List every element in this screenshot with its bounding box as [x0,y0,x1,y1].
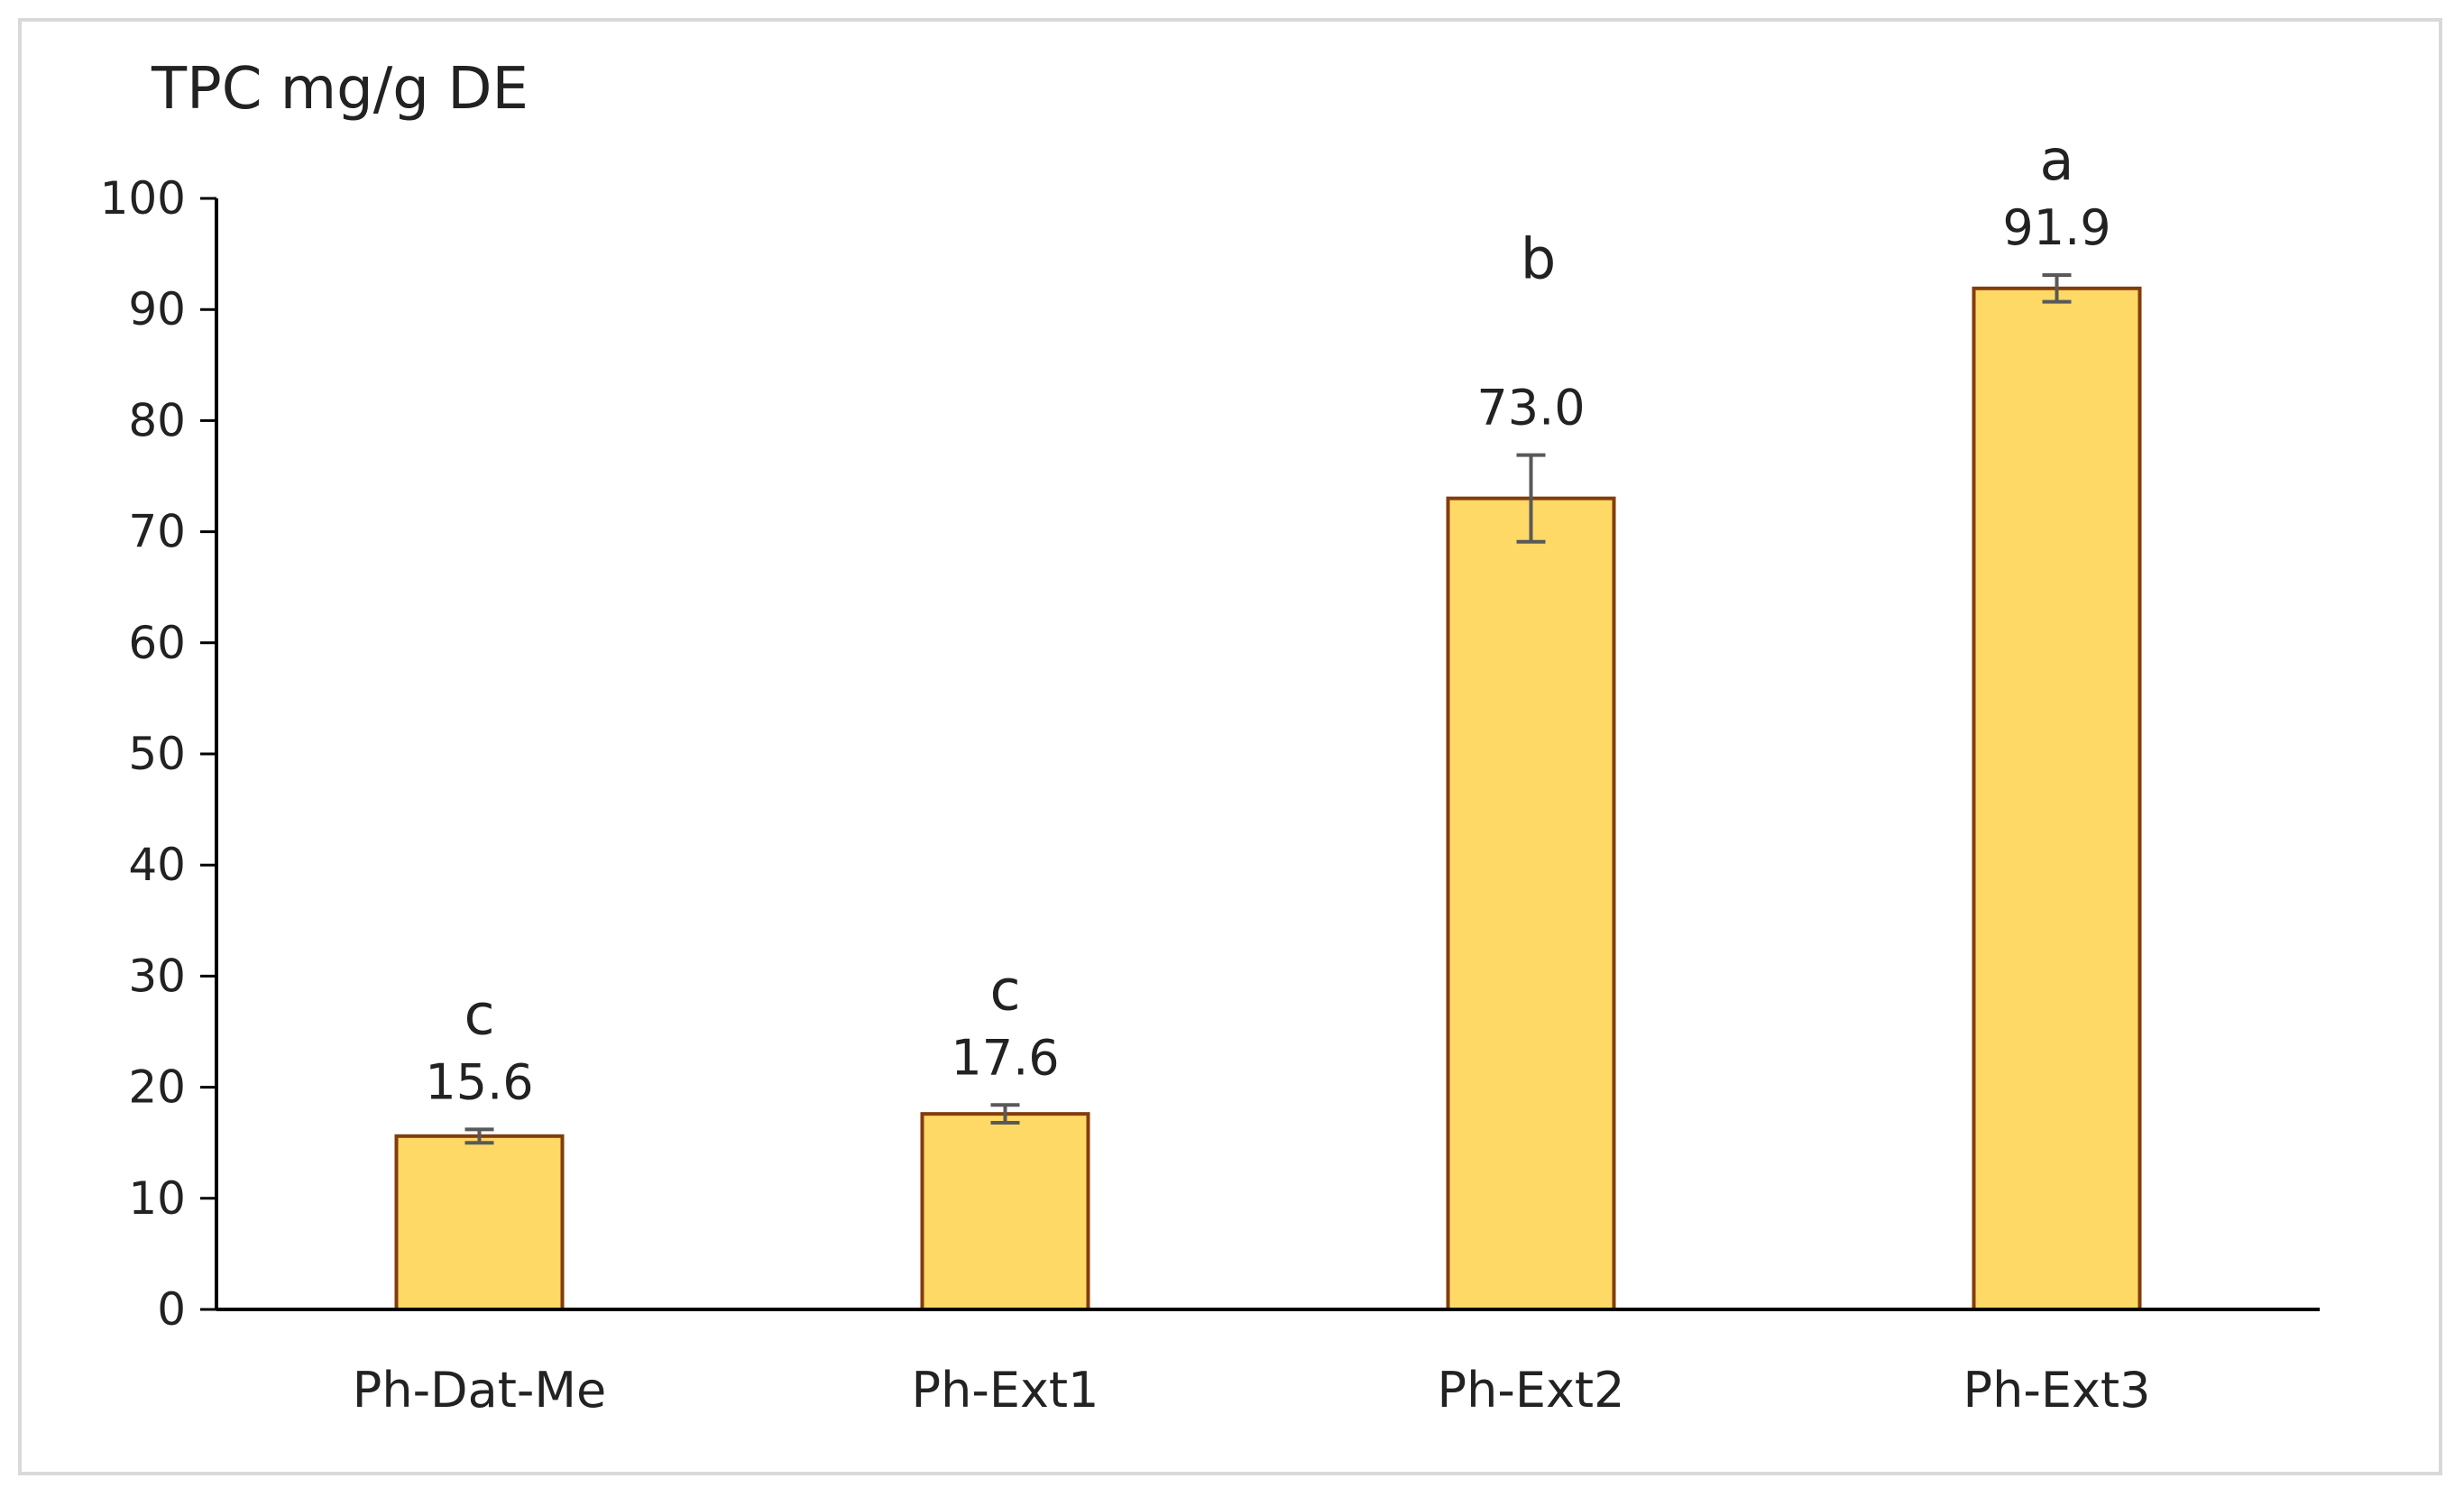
data-label: 15.6 [425,1053,533,1110]
y-tick-label: 50 [128,728,186,780]
bar-ph-ext3 [1972,286,2142,1311]
data-label: 17.6 [951,1029,1059,1086]
y-tick-label: 70 [128,506,186,558]
data-label: 91.9 [2002,199,2110,256]
x-tick-label: Ph-Ext2 [1438,1362,1625,1419]
y-tick-label: 0 [157,1283,186,1336]
y-tick-label: 40 [128,839,186,891]
y-tick-label: 20 [128,1061,186,1114]
y-tick-label: 30 [128,950,186,1002]
significance-letter: a [2040,127,2074,193]
significance-letter: b [1521,226,1556,292]
y-tick-label: 80 [128,394,186,446]
significance-letter: c [464,981,494,1047]
bar-ph-ext2 [1446,496,1616,1311]
y-tick-label: 100 [100,172,186,225]
x-tick-label: Ph-Dat-Me [353,1362,606,1419]
chart-frame: TPC mg/g DE 0 10 20 30 40 50 60 70 80 90 100 15.6 1… [18,18,2442,1475]
y-tick-label: 10 [128,1172,186,1225]
y-tick-label: 60 [128,617,186,669]
bar-ph-dat-me [394,1134,565,1311]
data-label: 73.0 [1476,380,1585,436]
y-tick-label: 90 [128,283,186,335]
x-tick-label: Ph-Ext3 [1963,1362,2151,1419]
significance-letter: c [989,957,1020,1023]
x-tick-label: Ph-Ext1 [912,1362,1099,1419]
y-axis-title: TPC mg/g DE [151,56,529,123]
bar-chart: TPC mg/g DE 0 10 20 30 40 50 60 70 80 90 100 15.6 1… [100,56,2320,1419]
bar-ph-ext1 [920,1112,1090,1311]
